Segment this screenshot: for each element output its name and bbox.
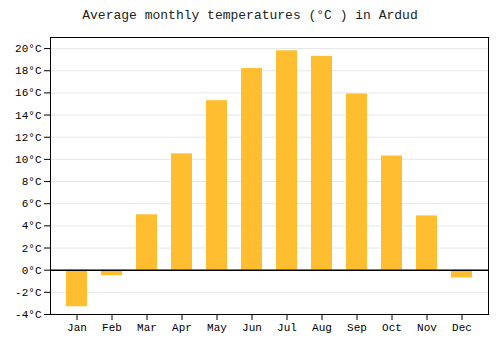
html-text:Average monthly temperatures (: Average monthly temperatures (°C ) in Ar… <box>82 8 418 23</box>
svg-text:14°C: 14°C <box>15 110 42 122</box>
svg-text:8°C: 8°C <box>22 176 42 188</box>
svg-text:Aug: Aug <box>312 322 332 334</box>
svg-text:20°C: 20°C <box>15 43 42 55</box>
svg-text:Jan: Jan <box>67 322 87 334</box>
svg-text:2°C: 2°C <box>22 243 42 255</box>
svg-text:4°C: 4°C <box>22 220 42 232</box>
svg-text:6°C: 6°C <box>22 198 42 210</box>
svg-text:0°C: 0°C <box>22 265 42 277</box>
svg-text:Sep: Sep <box>347 322 367 334</box>
svg-text:Feb: Feb <box>102 322 122 334</box>
svg-text:-4°C: -4°C <box>15 309 42 321</box>
svg-text:Jun: Jun <box>242 322 262 334</box>
svg-text:May: May <box>207 322 227 334</box>
svg-text:18°C: 18°C <box>15 65 42 77</box>
svg-text:12°C: 12°C <box>15 132 42 144</box>
svg-text:Dec: Dec <box>452 322 472 334</box>
svg-text:Apr: Apr <box>172 322 192 334</box>
svg-text:Oct: Oct <box>382 322 402 334</box>
svg-text:16°C: 16°C <box>15 87 42 99</box>
svg-text:Nov: Nov <box>417 322 437 334</box>
svg-text:Mar: Mar <box>137 322 157 334</box>
svg-text:Jul: Jul <box>277 322 297 334</box>
svg-text:-2°C: -2°C <box>15 287 42 299</box>
svg-text:10°C: 10°C <box>15 154 42 166</box>
